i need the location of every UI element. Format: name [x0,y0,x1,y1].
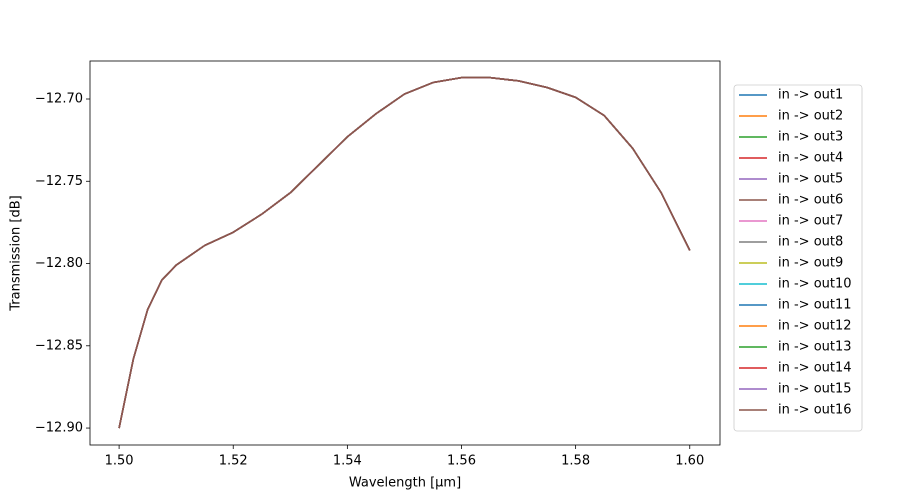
y-tick-label: −12.75 [35,174,83,189]
y-axis-label: Transmission [dB] [9,195,24,311]
x-tick-label: 1.58 [561,454,590,469]
legend-label: in -> out3 [778,130,843,145]
plot-frame [89,60,721,446]
x-axis-label: Wavelength [μm] [349,476,461,491]
x-tick-label: 1.56 [447,454,476,469]
x-tick-label: 1.52 [219,454,248,469]
legend-label: in -> out8 [778,235,843,250]
legend-label: in -> out10 [778,277,852,292]
legend-label: in -> out1 [778,88,843,103]
x-tick-label: 1.50 [105,454,134,469]
legend-label: in -> out2 [778,109,843,124]
line [118,76,691,429]
legend-label: in -> out14 [778,361,852,376]
legend-box [733,84,863,432]
legend-label: in -> out15 [778,382,852,397]
x-tick-label: 1.54 [333,454,362,469]
legend-label: in -> out13 [778,340,852,355]
legend-label: in -> out11 [778,298,852,313]
legend-label: in -> out16 [778,403,852,418]
legend-label: in -> out7 [778,214,843,229]
legend-label: in -> out12 [778,319,852,334]
y-tick-label: −12.80 [35,256,83,271]
y-tick-label: −12.90 [35,421,83,436]
y-tick-label: −12.85 [35,338,83,353]
legend-label: in -> out5 [778,172,843,187]
x-tick-label: 1.60 [675,454,704,469]
y-tick-label: −12.70 [35,92,83,107]
legend-label: in -> out6 [778,193,843,208]
legend-label: in -> out9 [778,256,843,271]
legend-label: in -> out4 [778,151,843,166]
